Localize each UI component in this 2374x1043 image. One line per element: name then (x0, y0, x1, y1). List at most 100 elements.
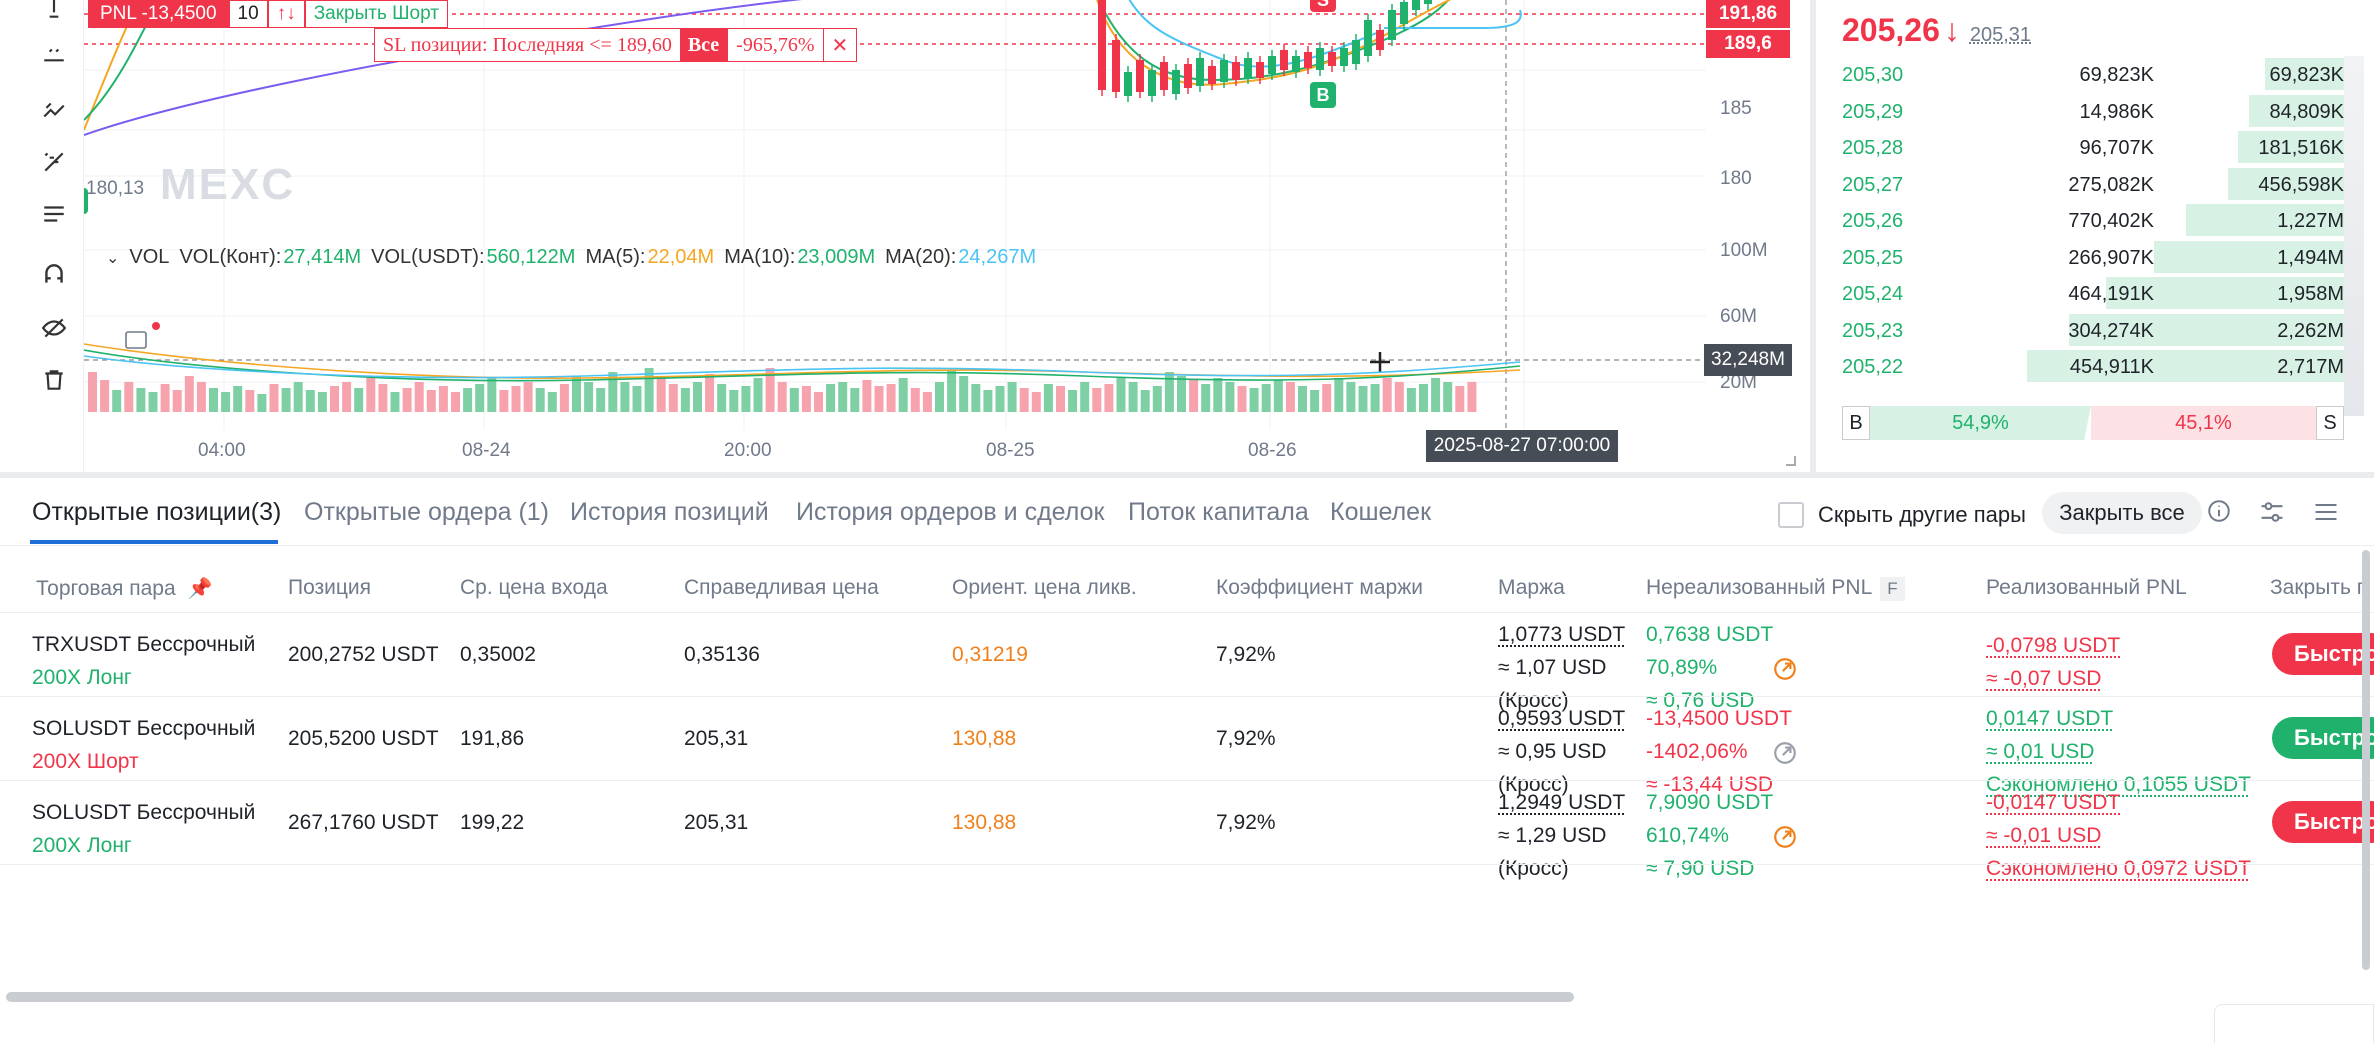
trash-icon[interactable] (40, 366, 68, 394)
orderbook-bid-row[interactable]: 205,26 770,402K 1,227M (1816, 202, 2344, 238)
fib-tool-icon[interactable] (40, 148, 68, 176)
tab-capital-flow[interactable]: Поток капитала (1128, 498, 1309, 526)
floating-widget[interactable] (2214, 1004, 2374, 1043)
hide-other-pairs-checkbox[interactable] (1778, 502, 1804, 528)
share-icon[interactable] (1772, 656, 1798, 682)
measure-tool-icon[interactable] (40, 42, 68, 70)
pair-name[interactable]: TRXUSDT Бессрочный (32, 633, 256, 656)
collapse-chevron-icon[interactable]: ⌄ (106, 249, 120, 267)
hide-drawings-icon[interactable] (40, 314, 68, 342)
position-pair[interactable]: TRXUSDT Бессрочный 200X Лонг (32, 628, 255, 694)
upnl-usdt: 0,7638 USDT (1646, 623, 1774, 646)
vol-usdt-label: VOL(USDT): (371, 246, 485, 268)
margin[interactable]: 1,2949 USDT ≈ 1,29 USD (Кросс) (1498, 786, 1625, 885)
margin-usdt[interactable]: 1,2949 USDT (1498, 791, 1626, 814)
fair-price: 205,31 (684, 727, 749, 750)
pair-name[interactable]: SOLUSDT Бессрочный (32, 801, 256, 824)
sl-all-button[interactable]: Все (679, 29, 728, 61)
hide-other-pairs-label[interactable]: Скрыть другие пары (1818, 502, 2026, 527)
quick-close-button[interactable]: Быстро (2272, 717, 2374, 759)
orderbook-bid-row[interactable]: 205,28 96,707K 181,516K (1816, 129, 2344, 165)
candle-body (1160, 62, 1168, 90)
rpnl-usdt[interactable]: -0,0147 USDT (1986, 791, 2121, 814)
realized-pnl[interactable]: -0,0798 USDT ≈ -0,07 USD (1986, 629, 2120, 695)
position-pair[interactable]: SOLUSDT Бессрочный 200X Лонг (32, 796, 255, 862)
quick-close-button[interactable]: Быстро (2272, 801, 2374, 843)
volume-bar (1237, 386, 1247, 412)
rpnl-usdt[interactable]: -0,0798 USDT (1986, 634, 2121, 657)
indicators-icon[interactable] (40, 200, 68, 228)
margin-usdt[interactable]: 1,0773 USDT (1498, 623, 1626, 646)
price-scale[interactable]: 185 180 100M 60M 20M (1706, 0, 1810, 472)
share-icon[interactable] (1772, 740, 1798, 766)
share-icon[interactable] (1772, 824, 1798, 850)
resize-handle-icon[interactable] (1786, 456, 1796, 466)
tab-wallet[interactable]: Кошелек (1330, 498, 1432, 526)
position-pair[interactable]: SOLUSDT Бессрочный 200X Шорт (32, 712, 255, 778)
fair-price-badge[interactable]: F (1880, 577, 1905, 601)
upnl-usd: ≈ 7,90 USD (1646, 857, 1755, 880)
close-all-button[interactable]: Закрыть все (2042, 492, 2202, 534)
pair-name[interactable]: SOLUSDT Бессрочный (32, 717, 256, 740)
rpnl-usd[interactable]: ≈ -0,01 USD (1986, 824, 2102, 847)
filter-settings-icon[interactable] (2258, 498, 2288, 528)
candlestick-chart[interactable]: BS (84, 0, 1706, 472)
tab-order-history[interactable]: История ордеров и сделок (796, 498, 1105, 526)
horizontal-scrollbar[interactable] (6, 992, 1574, 1002)
sl-close-icon[interactable]: ✕ (822, 29, 857, 61)
orderbook-bid-row[interactable]: 205,24 464,191K 1,958M (1816, 275, 2344, 311)
volume-bar (705, 374, 715, 412)
realized-pnl[interactable]: 0,0147 USDT ≈ 0,01 USD Сэкономлено 0,1055 … (1986, 702, 2251, 801)
margin[interactable]: 1,0773 USDT ≈ 1,07 USD (Кросс) (1498, 618, 1625, 717)
orderbook-bid-row[interactable]: 205,22 454,911K 2,717M (1816, 348, 2344, 384)
quick-close-button[interactable]: Быстро (2272, 633, 2374, 675)
sl-text[interactable]: SL позиции: Последняя <= 189,60 (383, 33, 672, 56)
volume-bar (801, 386, 811, 412)
info-icon[interactable] (2206, 498, 2236, 528)
rpnl-saved[interactable]: Сэкономлено 0,0972 USDT (1986, 857, 2251, 880)
menu-icon[interactable] (2312, 498, 2342, 528)
candle-body (1292, 56, 1300, 72)
orderbook-bid-row[interactable]: 205,29 14,986K 84,809K (1816, 93, 2344, 129)
depth-scroll-area (2344, 56, 2364, 416)
realized-pnl[interactable]: -0,0147 USDT ≈ -0,01 USD Сэкономлено 0,097… (1986, 786, 2251, 885)
ma10-line (1097, 0, 1450, 82)
volume-bar (1443, 382, 1453, 412)
pattern-tool-icon[interactable] (40, 96, 68, 124)
margin-ratio: 7,92% (1216, 643, 1276, 666)
orderbook-bid-row[interactable]: 205,30 69,823K 69,823K (1816, 56, 2344, 92)
reverse-icon[interactable]: ↑↓ (267, 0, 305, 28)
margin-usdt[interactable]: 0,9593 USDT (1498, 707, 1626, 730)
margin-usd: ≈ 0,95 USD (1498, 740, 1607, 763)
orderbook-bid-row[interactable]: 205,25 266,907K 1,494M (1816, 239, 2344, 275)
bid-total: 2,717M (2277, 356, 2344, 378)
pnl-qty[interactable]: 10 (228, 0, 268, 28)
orderbook-bid-row[interactable]: 205,23 304,274K 2,262M (1816, 312, 2344, 348)
mark-price[interactable]: 205,31 (1969, 24, 2032, 46)
orderbook-bid-row[interactable]: 205,27 275,082K 456,598K (1816, 166, 2344, 202)
rpnl-usdt[interactable]: 0,0147 USDT (1986, 707, 2114, 730)
rpnl-saved[interactable]: Сэкономлено 0,1055 USDT (1986, 773, 2251, 796)
vertical-scrollbar[interactable] (2362, 550, 2370, 970)
volume-bar (1116, 378, 1126, 412)
margin[interactable]: 0,9593 USDT ≈ 0,95 USD (Кросс) (1498, 702, 1625, 801)
magnet-icon[interactable] (40, 260, 68, 288)
tab-position-history[interactable]: История позиций (570, 498, 769, 526)
stop-loss-widget[interactable]: SL позиции: Последняя <= 189,60 Все -965… (374, 28, 858, 62)
volume-bar (826, 384, 836, 412)
volume-bar (1394, 382, 1404, 412)
rpnl-usd[interactable]: ≈ 0,01 USD (1986, 740, 2095, 763)
candle-body (1388, 10, 1396, 40)
bid-amount: 770,402K (2068, 210, 2154, 232)
rpnl-usd[interactable]: ≈ -0,07 USD (1986, 667, 2102, 690)
volume-bar (245, 390, 255, 412)
candle-body (1112, 40, 1120, 92)
pen-tool-icon[interactable] (40, 0, 68, 22)
tab-open-orders[interactable]: Открытые ордера (1) (304, 498, 550, 526)
close-short-button[interactable]: Закрыть Шорт (304, 0, 448, 28)
pin-icon[interactable]: 📌 (187, 578, 213, 600)
volume-bar (995, 386, 1005, 412)
volume-bar (547, 392, 557, 412)
tab-open-positions[interactable]: Открытые позиции(3) (32, 498, 282, 526)
